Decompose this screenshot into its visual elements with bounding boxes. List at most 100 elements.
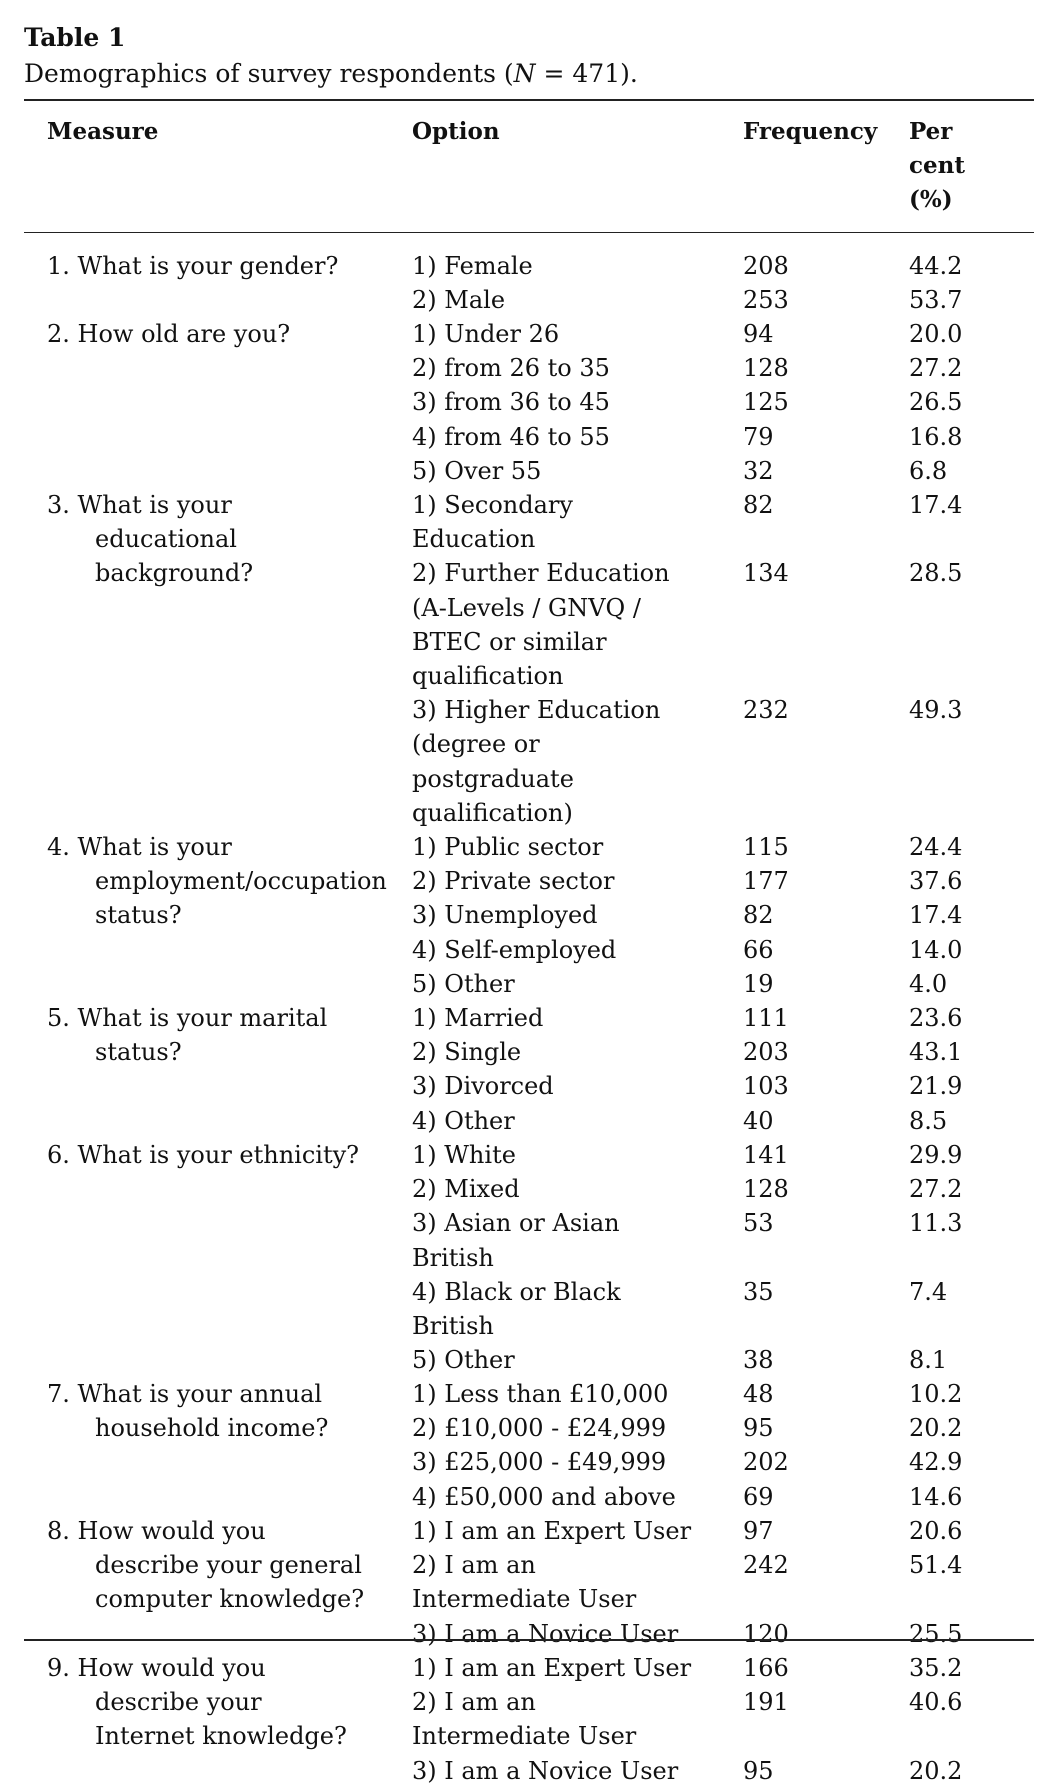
table-row: 4) Black or Black British 35 7.4	[412, 1275, 1032, 1343]
table-header-rule	[24, 232, 1034, 233]
measure-cell: 3. What is your educational background?	[47, 491, 254, 588]
measure-cell: 8. How would you describe your general c…	[47, 1517, 365, 1614]
option-cell: 2) Single	[412, 1038, 522, 1067]
table-row: 4) from 46 to 55 79 16.8	[412, 420, 1032, 454]
percent-cell: 28.5	[909, 559, 963, 588]
table-row: 3) Asian or Asian British 53 11.3	[412, 1206, 1032, 1274]
frequency-cell: 120	[743, 1619, 789, 1648]
frequency-cell: 94	[743, 320, 774, 348]
percent-cell: 14.6	[909, 1482, 963, 1511]
table-row-group: 8. How would you describe your general c…	[0, 1514, 1050, 1651]
percent-cell: 4.0	[909, 969, 948, 998]
options-column: 1) Less than £10,000 48 10.2 2) £10,000 - £…	[412, 1377, 1032, 1514]
option-cell: 2) I am an Intermediate User	[412, 1551, 637, 1614]
table-label: Table 1	[24, 23, 126, 52]
option-cell: 2) I am an Intermediate User	[412, 1688, 637, 1751]
frequency-cell: 125	[743, 388, 789, 417]
table-row: 1) Married 111 23.6	[412, 1001, 1032, 1035]
table-bottom-rule	[24, 1639, 1034, 1641]
table-row: 1) Under 26 94 20.0	[412, 317, 1032, 351]
table-row: 5) Other 38 8.1	[412, 1343, 1032, 1377]
percent-cell: 11.3	[909, 1209, 963, 1238]
frequency-cell: 111	[743, 1004, 789, 1032]
caption-text-after: = 471).	[535, 59, 638, 88]
table-row: 2) £10,000 - £24,999 95 20.2	[412, 1411, 1032, 1445]
header-option: Option	[412, 118, 500, 145]
options-column: 1) Female 208 44.2 2) Male 253 53.7	[412, 249, 1032, 317]
option-cell: 3) I am a Novice User	[412, 1619, 679, 1648]
frequency-cell: 95	[743, 1414, 774, 1443]
table-row: 5) Over 55 32 6.8	[412, 454, 1032, 488]
options-column: 1) Married 111 23.6 2) Single 203 43.1 3) Divo…	[412, 1001, 1032, 1138]
table-row: 2) Private sector 177 37.6	[412, 864, 1032, 898]
option-cell: 3) Asian or Asian British	[412, 1209, 620, 1272]
frequency-cell: 103	[743, 1072, 789, 1101]
option-cell: 1) Secondary Education	[412, 491, 573, 554]
table-row: 2) Single 203 43.1	[412, 1035, 1032, 1069]
table-body: 1. What is your gender? 1) Female 208 44.2 2…	[0, 249, 1050, 1788]
percent-cell: 20.0	[909, 320, 963, 348]
percent-cell: 27.2	[909, 354, 963, 383]
options-column: 1) Under 26 94 20.0 2) from 26 to 35 128 27.2…	[412, 317, 1032, 488]
table-row: 3) Unemployed 82 17.4	[412, 898, 1032, 932]
percent-cell: 20.6	[909, 1517, 963, 1545]
header-measure: Measure	[47, 118, 159, 145]
option-cell: 3) I am a Novice User	[412, 1756, 679, 1785]
measure-cell: 7. What is your annual household income?	[47, 1380, 329, 1443]
option-cell: 3) Divorced	[412, 1072, 554, 1101]
option-cell: 2) Private sector	[412, 867, 615, 896]
table-row-group: 2. How old are you? 1) Under 26 94 20.0 2) f…	[0, 317, 1050, 488]
table-page: Table 1 Demographics of survey responden…	[24, 20, 1034, 1785]
percent-cell: 10.2	[909, 1380, 963, 1408]
percent-cell: 25.5	[909, 1619, 963, 1648]
option-cell: 2) Further Education (A-Levels / GNVQ / …	[412, 559, 670, 691]
frequency-cell: 141	[743, 1141, 789, 1169]
table-row: 2) I am an Intermediate User 191 40.6	[412, 1685, 1032, 1753]
percent-cell: 37.6	[909, 867, 963, 896]
percent-cell: 27.2	[909, 1175, 963, 1204]
header-frequency: Frequency	[743, 118, 878, 145]
table-row-group: 5. What is your marital status? 1) Marrie…	[0, 1001, 1050, 1138]
table-row: 3) I am a Novice User 95 20.2	[412, 1754, 1032, 1788]
table-row: 1) Public sector 115 24.4	[412, 830, 1032, 864]
option-cell: 4) £50,000 and above	[412, 1482, 676, 1511]
percent-cell: 35.2	[909, 1654, 963, 1682]
frequency-cell: 202	[743, 1448, 789, 1477]
frequency-cell: 115	[743, 833, 789, 861]
table-row: 1) Female 208 44.2	[412, 249, 1032, 283]
option-cell: 4) Black or Black British	[412, 1277, 621, 1341]
measure-cell: 6. What is your ethnicity?	[47, 1141, 360, 1169]
options-column: 1) I am an Expert User 166 35.2 2) I am an …	[412, 1651, 1032, 1788]
table-row: 3) Higher Education (degree or postgradu…	[412, 693, 1032, 830]
frequency-cell: 69	[743, 1482, 774, 1511]
table-row-group: 6. What is your ethnicity? 1) White 141 29.…	[0, 1138, 1050, 1377]
frequency-cell: 79	[743, 422, 774, 451]
option-cell: 3) £25,000 - £49,999	[412, 1448, 667, 1477]
percent-cell: 29.9	[909, 1141, 963, 1169]
frequency-cell: 97	[743, 1517, 774, 1545]
options-column: 1) Secondary Education 82 17.4 2) Further E…	[412, 488, 1032, 830]
measure-cell: 1. What is your gender?	[47, 252, 339, 280]
percent-cell: 51.4	[909, 1551, 963, 1580]
frequency-cell: 203	[743, 1038, 789, 1067]
percent-cell: 49.3	[909, 696, 963, 725]
table-row: 4) Other 40 8.5	[412, 1104, 1032, 1138]
table-row: 3) £25,000 - £49,999 202 42.9	[412, 1445, 1032, 1479]
caption-n-symbol: N	[513, 59, 536, 88]
percent-cell: 7.4	[909, 1277, 948, 1306]
percent-cell: 44.2	[909, 252, 963, 280]
percent-cell: 8.5	[909, 1106, 948, 1135]
option-cell: 4) Self-employed	[412, 935, 617, 964]
option-cell: 4) Other	[412, 1106, 515, 1135]
percent-cell: 16.8	[909, 422, 963, 451]
option-cell: 2) from 26 to 35	[412, 354, 610, 383]
table-caption: Table 1 Demographics of survey responden…	[24, 20, 1034, 92]
option-cell: 1) Public sector	[412, 833, 604, 861]
option-cell: 5) Other	[412, 1346, 515, 1375]
percent-cell: 17.4	[909, 491, 963, 519]
frequency-cell: 53	[743, 1209, 774, 1238]
option-cell: 1) White	[412, 1141, 516, 1169]
measure-cell: 5. What is your marital status?	[47, 1004, 328, 1067]
table-description: Demographics of survey respondents (N = …	[24, 56, 1034, 92]
percent-cell: 21.9	[909, 1072, 963, 1101]
